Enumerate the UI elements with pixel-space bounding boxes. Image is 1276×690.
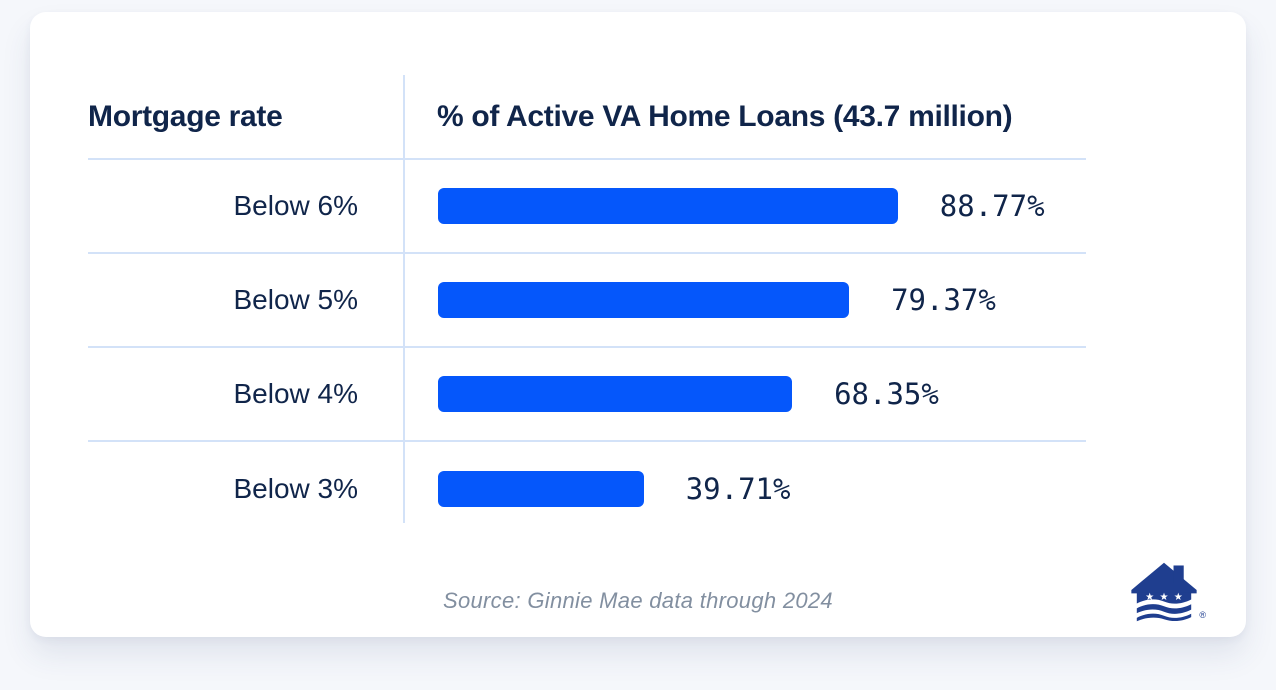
logo-stars	[1145, 592, 1183, 601]
value-label: 79.37%	[891, 283, 996, 317]
value-bar	[438, 282, 850, 318]
mortgage-rate-label: Below 4%	[233, 378, 358, 409]
table-row: Below 5% 79.37%	[88, 254, 1086, 348]
mortgage-rate-table: Mortgage rate % of Active VA Home Loans …	[88, 75, 1086, 536]
table-row: Below 4% 68.35%	[88, 348, 1086, 442]
value-bar	[438, 471, 644, 507]
bar-cell: 68.35%	[403, 376, 1086, 412]
value-label: 68.35%	[834, 377, 939, 411]
value-bar	[438, 376, 793, 412]
source-caption: Source: Ginnie Mae data through 2024	[443, 588, 833, 613]
column-header-mortgage-rate: Mortgage rate	[88, 99, 283, 133]
roof-shape	[1131, 562, 1197, 594]
bar-cell: 79.37%	[403, 282, 1086, 318]
table-row: Below 6% 88.77%	[88, 160, 1086, 254]
value-label: 88.77%	[939, 189, 1045, 223]
wave-stripe-2	[1136, 613, 1192, 622]
table-header-row: Mortgage rate % of Active VA Home Loans …	[88, 75, 1086, 160]
column-divider-line	[403, 75, 405, 523]
column-header-active-va-loans: % of Active VA Home Loans (43.7 million)	[437, 99, 1013, 133]
chart-card: Mortgage rate % of Active VA Home Loans …	[30, 12, 1246, 637]
value-label: 39.71%	[685, 472, 791, 506]
chimney-shape	[1173, 565, 1184, 584]
value-bar	[438, 188, 898, 224]
bar-cell: 39.71%	[403, 471, 1086, 507]
veterans-united-house-logo: ®	[1130, 562, 1206, 626]
mortgage-rate-label: Below 3%	[233, 473, 358, 504]
mortgage-rate-label: Below 6%	[233, 190, 358, 221]
registered-trademark-symbol: ®	[1199, 610, 1206, 620]
table-row: Below 3% 39.71%	[88, 442, 1086, 536]
bar-cell: 88.77%	[403, 188, 1086, 224]
mortgage-rate-label: Below 5%	[233, 284, 358, 315]
wave-stripe-1	[1136, 604, 1192, 614]
table-body: Below 6% 88.77% Below 5% 79.37% Below 4%…	[88, 160, 1086, 536]
